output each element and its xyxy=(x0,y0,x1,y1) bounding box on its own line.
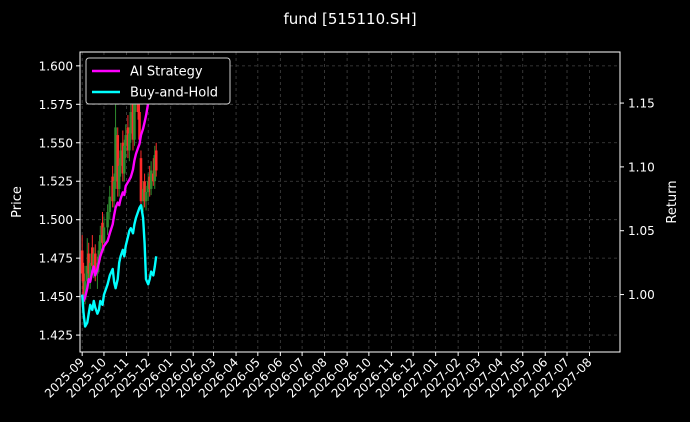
candle-body xyxy=(131,104,135,140)
y-right-tick-label: 1.10 xyxy=(628,160,655,174)
y-left-label: Price xyxy=(10,186,25,218)
candle-body xyxy=(152,173,155,182)
legend-box xyxy=(85,57,231,105)
candle-body xyxy=(143,181,146,202)
candle-body xyxy=(154,150,158,171)
candle-body xyxy=(102,227,106,243)
y-left-tick-label: 1.425 xyxy=(39,329,73,343)
candle-body xyxy=(92,253,96,266)
y-right-label: Return xyxy=(665,180,680,223)
candle-body xyxy=(91,247,94,266)
candle-body xyxy=(101,222,104,243)
candle-body xyxy=(139,158,143,202)
y-left-tick-label: 1.600 xyxy=(39,59,73,73)
candle-body xyxy=(144,192,148,202)
plot-frame xyxy=(79,51,621,353)
y-left-tick-label: 1.550 xyxy=(39,136,73,150)
y-left-tick-label: 1.450 xyxy=(39,290,73,304)
candle-body xyxy=(87,253,91,274)
candle-body xyxy=(88,262,92,279)
candle-body xyxy=(141,188,145,202)
y-right-tick-label: 1.15 xyxy=(628,97,655,111)
series-line-buy-and-hold xyxy=(81,203,158,328)
candle-body xyxy=(138,112,141,140)
candle-body xyxy=(148,176,151,189)
legend-label-buy-and-hold: Buy-and-Hold xyxy=(130,86,218,101)
candle-body xyxy=(93,253,97,274)
candle-body xyxy=(121,142,125,174)
candle-body xyxy=(114,127,117,182)
candle-body xyxy=(80,250,84,274)
candle-body xyxy=(97,250,101,263)
candle-body xyxy=(153,155,157,182)
candle-body xyxy=(128,133,131,151)
y-left-tick-label: 1.475 xyxy=(39,252,73,266)
candle-body xyxy=(117,165,121,189)
series-lines xyxy=(81,79,158,328)
candle-body xyxy=(126,127,130,151)
y-left-tick-label: 1.575 xyxy=(39,98,73,112)
y-right-tick-label: 1.05 xyxy=(628,224,655,238)
candle-body xyxy=(122,145,126,174)
right-axis-ticks: 1.00 1.05 1.10 1.15 xyxy=(620,97,655,302)
chart-title: fund [515110.SH] xyxy=(283,10,416,28)
candle-body xyxy=(85,265,89,282)
candle-body xyxy=(119,150,122,166)
y-right-tick-label: 1.00 xyxy=(628,288,655,302)
legend-label-ai-strategy: AI Strategy xyxy=(130,65,203,80)
y-left-tick-label: 1.525 xyxy=(39,175,73,189)
candle-body xyxy=(112,181,116,202)
left-axis-ticks: 1.425 1.450 1.475 1.500 1.525 1.550 1.575 1.600 xyxy=(39,59,80,343)
candle-body xyxy=(108,196,112,212)
candle-body xyxy=(111,176,114,202)
candle-body xyxy=(83,281,87,300)
candle-body xyxy=(99,235,102,251)
legend: AI Strategy Buy-and-Hold xyxy=(85,57,231,105)
candle-body xyxy=(149,170,153,189)
candle-body xyxy=(133,104,136,140)
candle-body xyxy=(146,181,150,192)
candle-body xyxy=(124,135,128,146)
series-line-ai-strategy xyxy=(81,79,158,303)
candle-body xyxy=(129,112,133,134)
candle-body xyxy=(116,135,120,189)
candle-body xyxy=(106,212,109,228)
candle-body xyxy=(82,273,85,300)
y-left-tick-label: 1.500 xyxy=(39,213,73,227)
